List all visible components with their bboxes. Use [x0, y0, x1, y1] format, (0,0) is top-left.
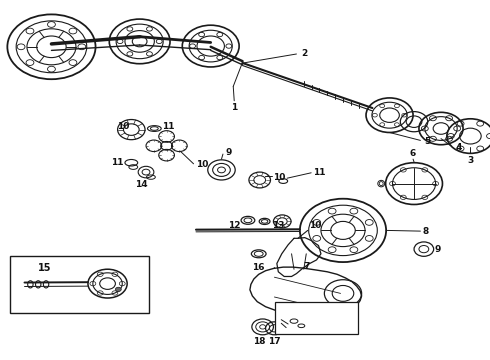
Text: 11: 11 [111, 158, 124, 167]
Text: 10: 10 [196, 161, 208, 170]
Text: 11: 11 [162, 122, 174, 131]
Text: 5: 5 [424, 138, 431, 147]
Text: 10: 10 [309, 220, 321, 230]
Text: 9: 9 [225, 148, 232, 157]
Text: 7: 7 [303, 262, 310, 271]
Text: 13: 13 [272, 221, 285, 230]
Text: 10: 10 [117, 122, 129, 131]
Bar [275, 302, 358, 334]
Circle shape [115, 287, 121, 292]
Text: 6: 6 [410, 149, 416, 158]
Text: 9: 9 [434, 245, 441, 253]
Text: 4: 4 [456, 143, 462, 152]
Text: 1: 1 [231, 103, 237, 112]
Bar [10, 256, 149, 313]
Text: 8: 8 [422, 228, 429, 237]
Text: 16: 16 [252, 263, 265, 272]
Text: 10: 10 [273, 173, 286, 182]
Text: 12: 12 [227, 220, 240, 230]
Text: 15: 15 [38, 263, 51, 273]
Text: 3: 3 [467, 156, 473, 165]
Text: 14: 14 [135, 180, 147, 189]
Text: 18: 18 [253, 337, 266, 346]
Text: 11: 11 [313, 168, 325, 177]
Text: 17: 17 [268, 337, 281, 346]
Text: 2: 2 [301, 49, 308, 58]
